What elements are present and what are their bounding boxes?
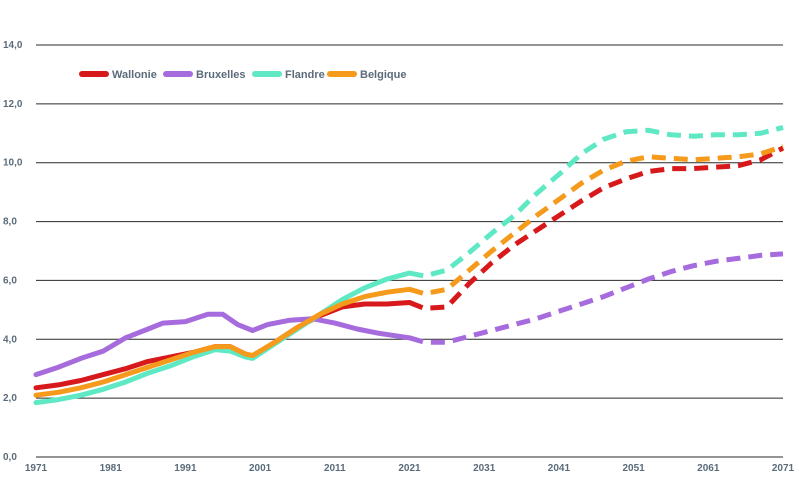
series-bruxelles <box>33 251 784 378</box>
series-line-projection <box>409 124 784 279</box>
series-line-projection <box>408 144 784 297</box>
legend-label: Belgique <box>360 69 406 81</box>
y-tick-label: 0,0 <box>3 452 17 463</box>
y-tick-label: 8,0 <box>3 217 17 228</box>
y-tick-label: 2,0 <box>3 393 17 404</box>
x-tick-label: 2011 <box>324 463 346 474</box>
legend-item-flandre: Flandre <box>252 69 325 81</box>
legend-label: Bruxelles <box>196 69 246 81</box>
series-line-projection <box>408 145 785 311</box>
series-lines <box>33 124 785 406</box>
legend-item-wallonie: Wallonie <box>79 69 157 81</box>
x-tick-label: 1981 <box>100 463 123 474</box>
x-tick-label: 2041 <box>548 463 571 474</box>
y-axis-ticks: 0,0 2,0 4,0 6,0 8,0 10,0 12,0 14,0 <box>3 40 23 463</box>
series-line-observed <box>33 286 412 398</box>
gridlines <box>36 44 783 458</box>
y-tick-label: 4,0 <box>3 334 17 345</box>
legend-item-bruxelles: Bruxelles <box>163 69 246 81</box>
legend-label: Wallonie <box>112 69 157 81</box>
legend-label: Flandre <box>285 69 325 81</box>
x-tick-label: 1971 <box>25 463 48 474</box>
legend: Wallonie Bruxelles Flandre Belgique <box>79 69 406 81</box>
y-tick-label: 10,0 <box>3 158 23 169</box>
series-line-projection <box>408 251 784 345</box>
series-wallonie <box>33 145 785 391</box>
x-tick-label: 2071 <box>772 463 795 474</box>
series-flandre <box>33 124 784 406</box>
series-line-observed <box>33 311 412 378</box>
y-tick-label: 14,0 <box>3 40 23 51</box>
x-axis-ticks: 1971 1981 1991 2001 2011 2021 2031 2041 2051 2061… <box>25 463 795 474</box>
series-belgique <box>33 144 784 398</box>
x-tick-label: 2001 <box>249 463 272 474</box>
x-tick-label: 2061 <box>697 463 720 474</box>
legend-item-belgique: Belgique <box>327 69 406 81</box>
x-tick-label: 2051 <box>622 463 645 474</box>
x-tick-label: 2031 <box>473 463 496 474</box>
x-tick-label: 1991 <box>174 463 197 474</box>
series-line-observed <box>33 270 412 406</box>
y-tick-label: 12,0 <box>3 99 23 110</box>
x-tick-label: 2021 <box>398 463 421 474</box>
y-tick-label: 6,0 <box>3 275 17 286</box>
